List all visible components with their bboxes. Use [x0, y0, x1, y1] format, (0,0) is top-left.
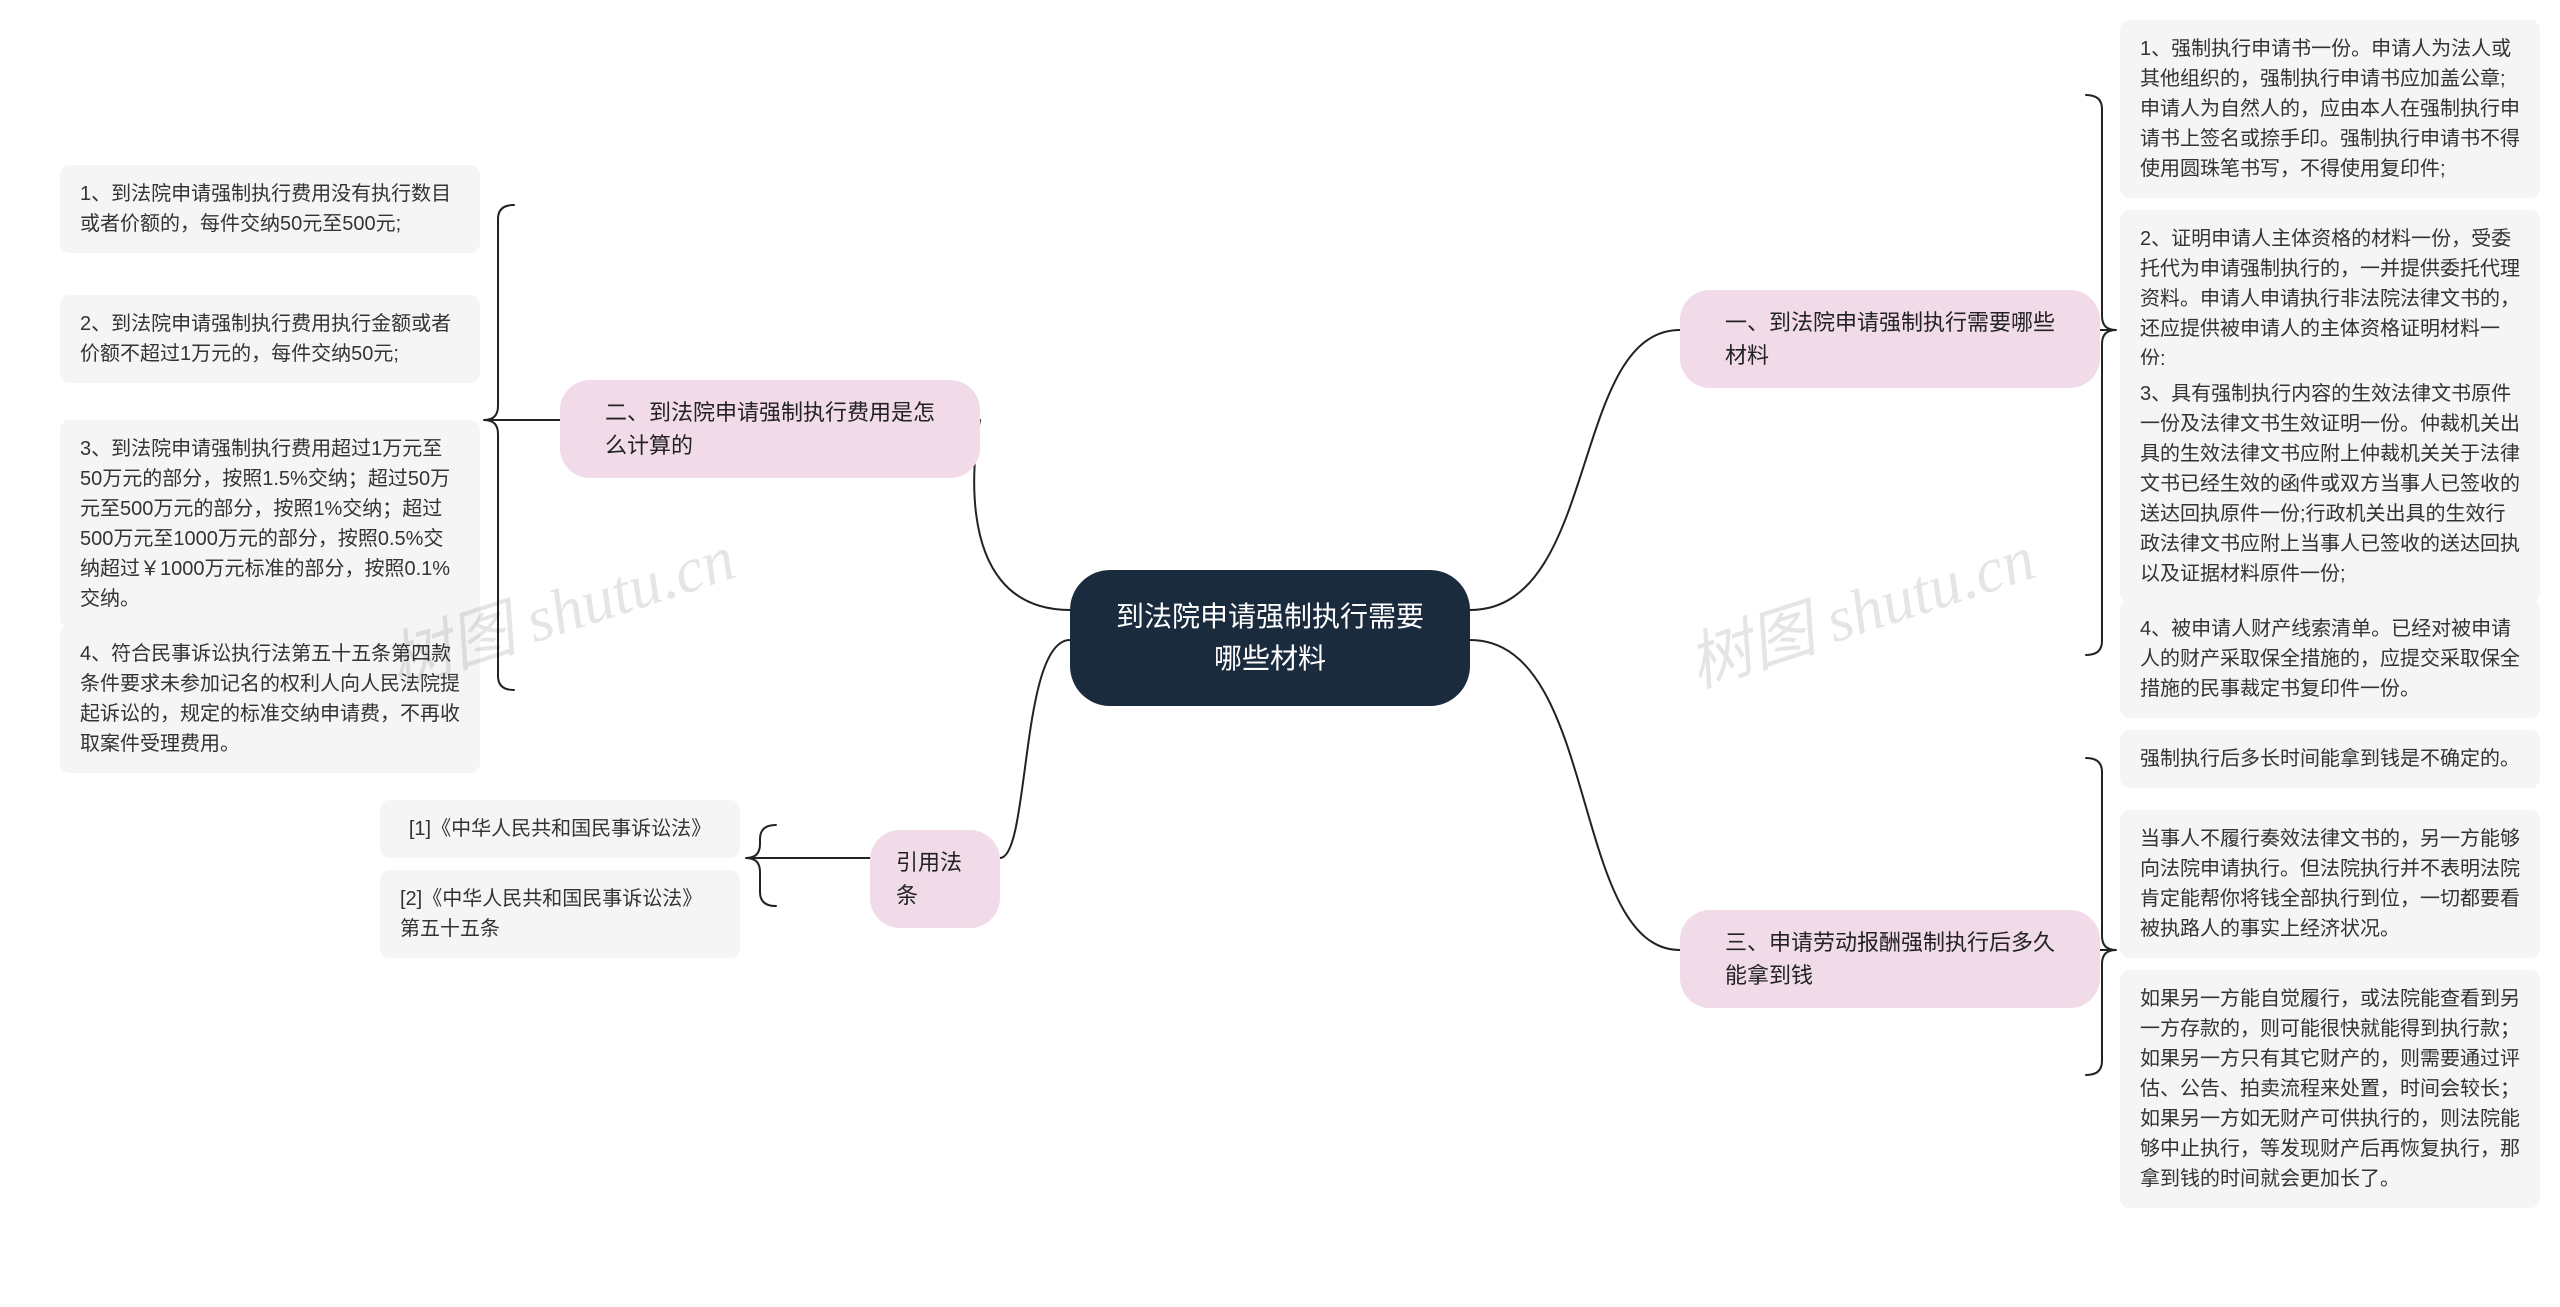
leaf-node: 2、证明申请人主体资格的材料一份，受委托代为申请强制执行的，一并提供委托代理资料… — [2120, 210, 2540, 388]
leaf-text: 1、到法院申请强制执行费用没有执行数目或者价额的，每件交纳50元至500元; — [80, 179, 460, 239]
branch-label: 三、申请劳动报酬强制执行后多久能拿到钱 — [1725, 926, 2055, 992]
leaf-node: 强制执行后多长时间能拿到钱是不确定的。 — [2120, 730, 2540, 788]
branch-label: 引用法条 — [896, 846, 974, 912]
leaf-text: 3、到法院申请强制执行费用超过1万元至50万元的部分，按照1.5%交纳；超过50… — [80, 434, 460, 614]
leaf-node: 4、被申请人财产线索清单。已经对被申请人的财产采取保全措施的，应提交采取保全措施… — [2120, 600, 2540, 718]
root-node: 到法院申请强制执行需要哪些材料 — [1070, 570, 1470, 706]
leaf-text: 当事人不履行奏效法律文书的，另一方能够向法院申请执行。但法院执行并不表明法院肯定… — [2140, 824, 2520, 944]
leaf-node: 2、到法院申请强制执行费用执行金额或者价额不超过1万元的，每件交纳50元; — [60, 295, 480, 383]
leaf-text: 2、证明申请人主体资格的材料一份，受委托代为申请强制执行的，一并提供委托代理资料… — [2140, 224, 2520, 374]
leaf-node: [2]《中华人民共和国民事诉讼法》 第五十五条 — [380, 870, 740, 958]
leaf-text: 4、符合民事诉讼执行法第五十五条第四款条件要求未参加记名的权利人向人民法院提起诉… — [80, 639, 460, 759]
leaf-text: 2、到法院申请强制执行费用执行金额或者价额不超过1万元的，每件交纳50元; — [80, 309, 460, 369]
leaf-text: 强制执行后多长时间能拿到钱是不确定的。 — [2140, 744, 2520, 774]
leaf-node: 3、到法院申请强制执行费用超过1万元至50万元的部分，按照1.5%交纳；超过50… — [60, 420, 480, 628]
branch-fees: 二、到法院申请强制执行费用是怎么计算的 — [560, 380, 980, 478]
branch-citations: 引用法条 — [870, 830, 1000, 928]
leaf-text: [1]《中华人民共和国民事诉讼法》 — [409, 814, 711, 844]
branch-labor-payment: 三、申请劳动报酬强制执行后多久能拿到钱 — [1680, 910, 2100, 1008]
branch-materials: 一、到法院申请强制执行需要哪些材料 — [1680, 290, 2100, 388]
leaf-node: 如果另一方能自觉履行，或法院能查看到另一方存款的，则可能很快就能得到执行款；如果… — [2120, 970, 2540, 1208]
leaf-text: 1、强制执行申请书一份。申请人为法人或其他组织的，强制执行申请书应加盖公章;申请… — [2140, 34, 2520, 184]
leaf-node: 1、强制执行申请书一份。申请人为法人或其他组织的，强制执行申请书应加盖公章;申请… — [2120, 20, 2540, 198]
branch-label: 一、到法院申请强制执行需要哪些材料 — [1725, 306, 2055, 372]
leaf-node: 当事人不履行奏效法律文书的，另一方能够向法院申请执行。但法院执行并不表明法院肯定… — [2120, 810, 2540, 958]
leaf-node: 4、符合民事诉讼执行法第五十五条第四款条件要求未参加记名的权利人向人民法院提起诉… — [60, 625, 480, 773]
branch-label: 二、到法院申请强制执行费用是怎么计算的 — [605, 396, 935, 462]
leaf-text: 4、被申请人财产线索清单。已经对被申请人的财产采取保全措施的，应提交采取保全措施… — [2140, 614, 2520, 704]
leaf-node: 3、具有强制执行内容的生效法律文书原件一份及法律文书生效证明一份。仲裁机关出具的… — [2120, 365, 2540, 603]
leaf-text: 如果另一方能自觉履行，或法院能查看到另一方存款的，则可能很快就能得到执行款；如果… — [2140, 984, 2520, 1194]
root-label: 到法院申请强制执行需要哪些材料 — [1116, 596, 1424, 680]
leaf-node: 1、到法院申请强制执行费用没有执行数目或者价额的，每件交纳50元至500元; — [60, 165, 480, 253]
leaf-node: [1]《中华人民共和国民事诉讼法》 — [380, 800, 740, 858]
leaf-text: 3、具有强制执行内容的生效法律文书原件一份及法律文书生效证明一份。仲裁机关出具的… — [2140, 379, 2520, 589]
leaf-text: [2]《中华人民共和国民事诉讼法》 第五十五条 — [400, 884, 720, 944]
